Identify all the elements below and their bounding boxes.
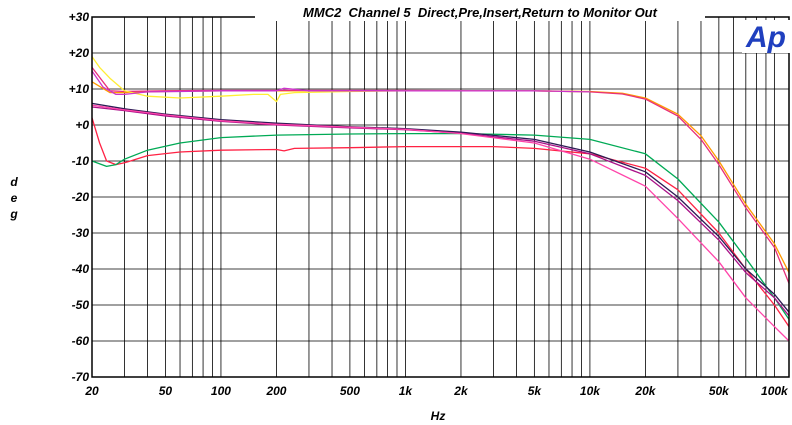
series-line-1	[91, 81, 790, 273]
x-tick-label: 500	[340, 384, 360, 398]
y-tick-label: -60	[72, 334, 90, 348]
x-tick-label: 1k	[399, 384, 414, 398]
svg-text:deg: deg	[9, 175, 18, 221]
x-tick-label: 10k	[580, 384, 601, 398]
series-group	[91, 56, 790, 342]
logo-backdrop	[742, 20, 790, 53]
chart-title: MMC2 Channel 5 Direct,Pre,Insert,Return …	[303, 5, 658, 20]
y-tick-label: -50	[72, 298, 90, 312]
grid	[92, 17, 789, 377]
series-line-8	[91, 106, 790, 317]
x-tick-label: 5k	[528, 384, 543, 398]
y-tick-label: -70	[72, 370, 90, 384]
series-line-7	[91, 102, 790, 313]
y-tick-label: -20	[72, 190, 90, 204]
y-tick-label: +30	[69, 10, 90, 24]
title-backdrop	[255, 4, 705, 21]
y-tick-label: +0	[75, 118, 89, 132]
series-line-2	[91, 67, 790, 284]
y-tick-label: -30	[72, 226, 90, 240]
x-tick-label: 100k	[761, 384, 789, 398]
ap-logo: Ap	[745, 21, 786, 54]
x-tick-label: 100	[211, 384, 231, 398]
y-tick-labels: +30 +20 +10 +0 -10 -20 -30 -40 -50 -60 -70	[69, 10, 90, 384]
y-tick-label: +10	[69, 82, 90, 96]
x-tick-label: 2k	[453, 384, 469, 398]
series-line-9	[91, 104, 790, 342]
x-tick-label: 20	[84, 384, 99, 398]
x-tick-label: 50	[159, 384, 173, 398]
y-tick-label: +20	[69, 46, 90, 60]
series-line-5	[91, 117, 790, 327]
x-tick-label: 50k	[709, 384, 730, 398]
x-axis-label: Hz	[431, 409, 446, 423]
y-tick-label: -10	[72, 154, 90, 168]
series-line-6	[91, 132, 790, 320]
x-tick-label: 20k	[634, 384, 656, 398]
y-tick-label: -40	[72, 262, 90, 276]
series-line-3	[91, 56, 590, 103]
series-line-4	[91, 70, 590, 96]
x-tick-label: 200	[265, 384, 286, 398]
x-tick-labels: 20 50 100 200 500 1k 2k 5k 10k 20k 50k 100k	[84, 384, 789, 398]
